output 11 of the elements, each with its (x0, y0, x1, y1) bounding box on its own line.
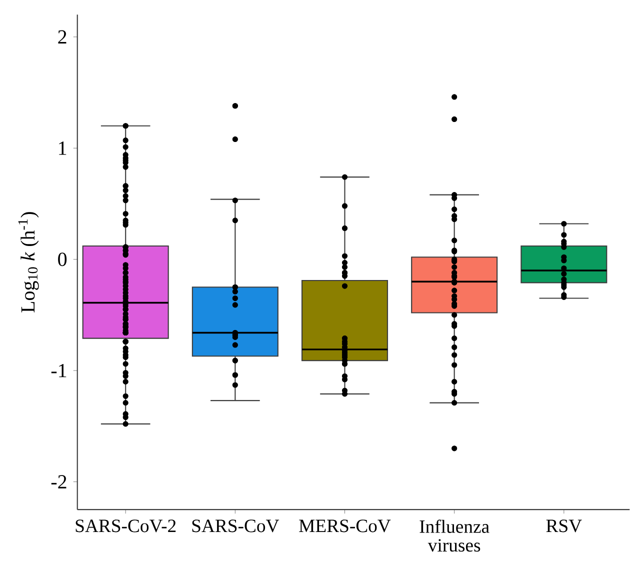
x-tick-label: SARS-CoV (192, 519, 280, 532)
y-tick-label: 0 (58, 252, 67, 266)
x-tick-label: SARS-CoV-2 (76, 519, 176, 532)
y-tick-label: 2 (58, 30, 66, 44)
y-tick-label: 1 (59, 141, 66, 155)
x-tick-label: Influenza viruses (420, 519, 490, 552)
x-tick-label: RSV (546, 519, 582, 532)
y-tick-label: -2 (51, 475, 66, 488)
y-tick-label: -1 (51, 364, 66, 378)
x-tick-label: MERS-CoV (299, 519, 391, 532)
y-axis-title: Log$_{10}$ k (h$^{-1}$) (18, 212, 39, 312)
